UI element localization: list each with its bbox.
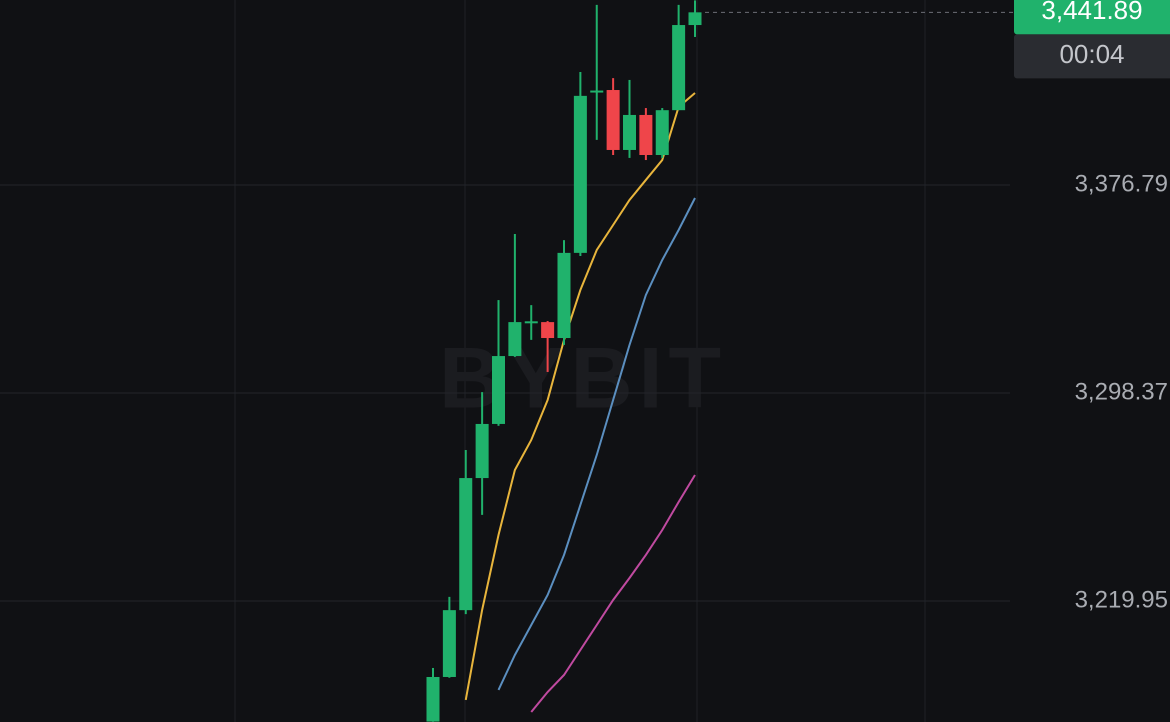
candle-body xyxy=(524,321,538,324)
candle-body xyxy=(442,610,456,677)
candle-body xyxy=(639,114,653,156)
candle-body xyxy=(541,322,555,339)
candle-body xyxy=(557,252,571,339)
countdown-box xyxy=(1014,34,1170,79)
candle-body xyxy=(655,110,669,156)
y-tick-label: 3,376.79 xyxy=(1075,170,1168,197)
y-tick-label: 3,219.95 xyxy=(1075,586,1168,613)
candle-body xyxy=(688,12,702,26)
y-tick-label: 3,298.37 xyxy=(1075,378,1168,405)
candle-body xyxy=(590,90,604,93)
countdown-label: 00:04 xyxy=(1059,39,1124,69)
last-price-box xyxy=(1014,0,1170,35)
candle-body xyxy=(508,322,522,357)
moving-average xyxy=(497,197,696,691)
candle-body xyxy=(623,114,636,150)
candle-body xyxy=(426,676,440,722)
last-price-label: 3,441.89 xyxy=(1041,0,1142,25)
moving-average xyxy=(464,92,696,701)
candle-body xyxy=(475,423,489,479)
moving-average xyxy=(530,474,696,713)
watermark: BYBIT xyxy=(439,331,727,427)
candle-body xyxy=(606,90,620,150)
candle-body xyxy=(672,25,686,111)
candle-body xyxy=(459,478,473,611)
candle-body xyxy=(573,95,587,253)
candle-body xyxy=(492,356,505,424)
